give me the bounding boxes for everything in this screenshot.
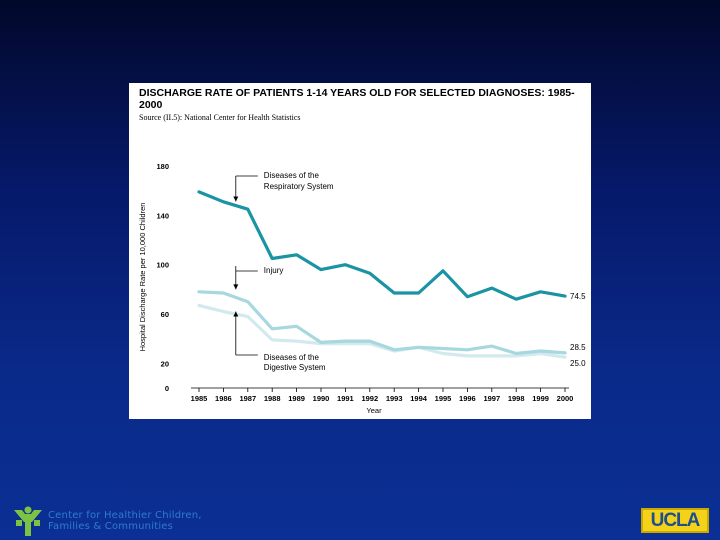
x-tick-label: 1993 <box>386 394 403 403</box>
x-tick-label: 1988 <box>264 394 281 403</box>
annotation-digestive: Digestive System <box>264 363 326 372</box>
series-line-injury <box>197 290 567 356</box>
y-axis-ticks: 180 140 100 60 20 0 <box>156 162 169 393</box>
chart-source: Source (II.5): National Center for Healt… <box>139 113 301 122</box>
chart-title: DISCHARGE RATE OF PATIENTS 1-14 YEARS OL… <box>139 87 575 111</box>
x-axis-label: Year <box>366 406 382 415</box>
annotation-digestive: Diseases of the <box>264 353 320 362</box>
ucla-logo: UCLA <box>641 508 709 533</box>
series-group: 74.5 28.5 25.0 <box>197 190 586 368</box>
org-name: Center for Healthier Children, Families … <box>48 510 202 532</box>
y-tick-label: 0 <box>165 384 169 393</box>
org-name-line2: Families & Communities <box>48 521 174 532</box>
y-axis-title: Hospital Discharge Rate per 10,000 Child… <box>138 203 147 352</box>
y-tick-label: 60 <box>161 310 169 319</box>
series-line-diseases-of-the-respiratory-system <box>197 190 567 301</box>
x-tick-label: 1997 <box>483 394 500 403</box>
x-tick-label: 1996 <box>459 394 476 403</box>
x-tick-label: 2000 <box>557 394 574 403</box>
y-tick-label: 20 <box>161 359 169 368</box>
x-tick-label: 1998 <box>508 394 525 403</box>
y-tick-label: 180 <box>156 162 169 171</box>
line-chart: Hospital Discharge Rate per 10,000 Child… <box>138 162 586 415</box>
x-tick-label: 1995 <box>435 394 452 403</box>
chc-logo-icon <box>14 506 42 536</box>
annotation-injury: Injury <box>264 266 284 275</box>
x-tick-label: 1990 <box>313 394 330 403</box>
x-tick-label: 1991 <box>337 394 354 403</box>
org-name-line1: Center for Healthier Children, <box>48 510 202 521</box>
annotation-respiratory: Diseases of the <box>264 171 320 180</box>
annotation-arrow-head <box>233 284 239 290</box>
x-tick-label: 1987 <box>239 394 256 403</box>
x-tick-label: 1992 <box>361 394 378 403</box>
series-end-label: 28.5 <box>570 343 586 352</box>
chart-panel: DISCHARGE RATE OF PATIENTS 1-14 YEARS OL… <box>129 83 591 419</box>
x-tick-label: 1985 <box>191 394 208 403</box>
x-axis: 1985 1986 1987 1988 1989 1990 1991 1992 1993 1994… <box>191 387 574 415</box>
x-tick-label: 1986 <box>215 394 232 403</box>
ucla-logo-text: UCLA <box>650 509 701 531</box>
x-tick-label: 1994 <box>410 394 428 403</box>
series-end-label: 74.5 <box>570 292 586 301</box>
y-tick-label: 140 <box>156 211 169 220</box>
series-end-label: 25.0 <box>570 359 586 368</box>
annotation-arrow-head <box>233 311 239 317</box>
annotations: Diseases of the Respiratory System Injury D… <box>233 171 334 372</box>
x-tick-label: 1999 <box>532 394 549 403</box>
y-axis-label: Hospital Discharge Rate per 10,000 Child… <box>138 203 147 352</box>
x-tick-label: 1989 <box>288 394 305 403</box>
series-line-diseases-of-the-digestive-system <box>197 303 567 359</box>
annotation-respiratory: Respiratory System <box>264 182 334 191</box>
annotation-arrow-head <box>233 196 239 202</box>
y-tick-label: 100 <box>156 261 169 270</box>
